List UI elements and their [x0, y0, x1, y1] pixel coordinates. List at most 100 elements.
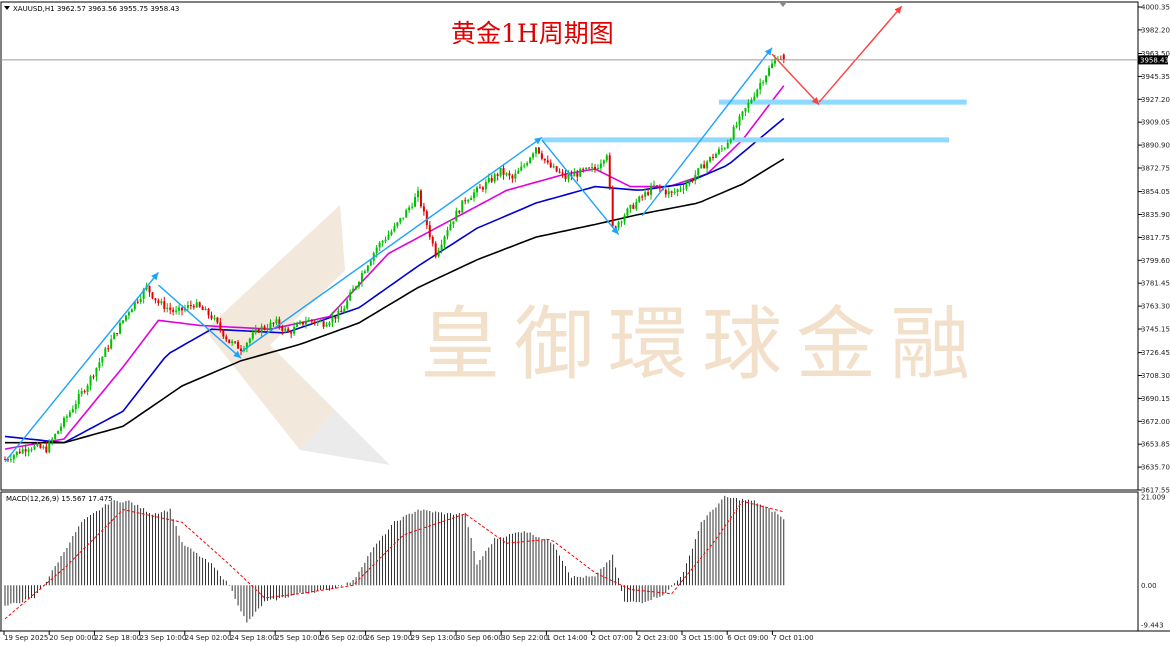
- arrow-line-1: [157, 284, 242, 359]
- candle-body: [611, 187, 614, 227]
- candle-body: [181, 307, 183, 311]
- candle-body: [54, 434, 57, 440]
- candle-body: [27, 449, 30, 452]
- candle-body: [334, 316, 337, 319]
- macd-tick-label: 0.00: [1141, 582, 1157, 590]
- candle-body: [476, 187, 478, 193]
- candle-body: [127, 312, 130, 316]
- price-tick-label: 3890.90: [1141, 142, 1170, 150]
- time-tick-label: 6 Oct 09:00: [727, 634, 768, 642]
- candle-body: [579, 168, 582, 177]
- price-tick-label: 4000.35: [1141, 4, 1170, 12]
- candle-body: [670, 191, 673, 193]
- candle-body: [257, 328, 260, 333]
- candle-body: [608, 155, 611, 188]
- candle-body: [86, 385, 89, 392]
- candle-body: [422, 206, 425, 212]
- candle-body: [175, 310, 178, 312]
- arrow-head-2: [534, 137, 542, 145]
- candle-body: [355, 286, 358, 289]
- ma-line-2: [4, 117, 785, 444]
- time-tick-label: 30 Sep 06:00: [456, 634, 503, 642]
- price-tick-label: 3982.20: [1141, 26, 1170, 34]
- candle-body: [732, 126, 735, 140]
- candle-body: [231, 341, 234, 344]
- candle-body: [116, 332, 119, 334]
- scroll-marker-icon[interactable]: [779, 2, 787, 7]
- candle-body: [782, 54, 785, 60]
- candle-body: [655, 185, 658, 187]
- candle-body: [240, 348, 242, 351]
- candle-body: [169, 307, 172, 310]
- price-tick-label: 3963.50: [1141, 50, 1170, 58]
- time-tick-label: 23 Sep 10:00: [140, 634, 187, 642]
- candle-body: [638, 196, 641, 202]
- candle-body: [307, 319, 310, 322]
- candle-body: [582, 168, 585, 170]
- candle-body: [514, 173, 517, 179]
- arrow-head-7: [811, 96, 820, 105]
- candle-body: [473, 192, 476, 199]
- candle-body: [139, 298, 142, 302]
- time-tick-label: 1 Oct 14:00: [546, 634, 587, 642]
- candle-body: [216, 317, 219, 323]
- candle-body: [552, 166, 555, 168]
- candle-body: [296, 323, 299, 327]
- candle-body: [487, 178, 490, 183]
- candle-body: [299, 321, 301, 324]
- macd-histogram: [4, 495, 785, 623]
- candle-body: [319, 321, 322, 323]
- candle-body: [532, 153, 535, 158]
- candle-body: [57, 430, 60, 435]
- candle-body: [381, 241, 384, 243]
- candle-body: [15, 451, 18, 456]
- candle-body: [449, 224, 452, 231]
- candle-body: [650, 185, 653, 195]
- candle-body: [33, 446, 36, 450]
- candle-body: [346, 300, 349, 309]
- candle-body: [520, 166, 523, 171]
- macd-tick-label: -9.443: [1141, 622, 1164, 630]
- time-tick-label: 20 Sep 00:00: [49, 634, 96, 642]
- candle-body: [443, 236, 446, 245]
- candle-body: [263, 326, 266, 329]
- candle-body: [189, 305, 192, 307]
- candle-body: [68, 412, 71, 417]
- candle-body: [142, 289, 145, 299]
- candle-body: [717, 149, 720, 154]
- candle-body: [281, 326, 284, 331]
- candle-body: [6, 459, 9, 461]
- candle-body: [269, 322, 272, 329]
- candle-body: [499, 168, 502, 176]
- candle-body: [641, 196, 644, 198]
- candle-body: [561, 172, 564, 174]
- candle-body: [166, 307, 169, 309]
- candle-body: [113, 332, 116, 340]
- candle-body: [104, 348, 107, 357]
- candle-body: [546, 160, 549, 163]
- arrow-head-4: [764, 47, 772, 56]
- candle-body: [160, 301, 163, 304]
- price-tick-label: 3945.35: [1141, 73, 1170, 81]
- candle-body: [712, 156, 714, 158]
- arrow-head-3: [611, 226, 619, 235]
- price-tick-label: 3781.45: [1141, 280, 1170, 288]
- candle-body: [21, 449, 24, 454]
- candle-body: [133, 301, 136, 310]
- candle-body: [192, 305, 195, 308]
- candle-body: [481, 187, 484, 190]
- candle-body: [71, 409, 74, 413]
- candle-body: [434, 243, 437, 257]
- price-tick-label: 3817.75: [1141, 234, 1170, 242]
- current-price-box: [1138, 55, 1168, 65]
- symbol-info: XAUUSD,H1 3962.57 3963.56 3955.75 3958.4…: [13, 5, 179, 13]
- candle-body: [60, 426, 63, 431]
- candle-body: [9, 459, 12, 461]
- candle-body: [363, 271, 366, 274]
- candle-body: [119, 322, 122, 334]
- candle-body: [747, 102, 750, 109]
- time-tick-label: 24 Sep 02:00: [185, 634, 232, 642]
- candle-body: [237, 341, 240, 349]
- candle-body: [130, 309, 133, 313]
- symbol-dropdown-icon[interactable]: [4, 6, 10, 10]
